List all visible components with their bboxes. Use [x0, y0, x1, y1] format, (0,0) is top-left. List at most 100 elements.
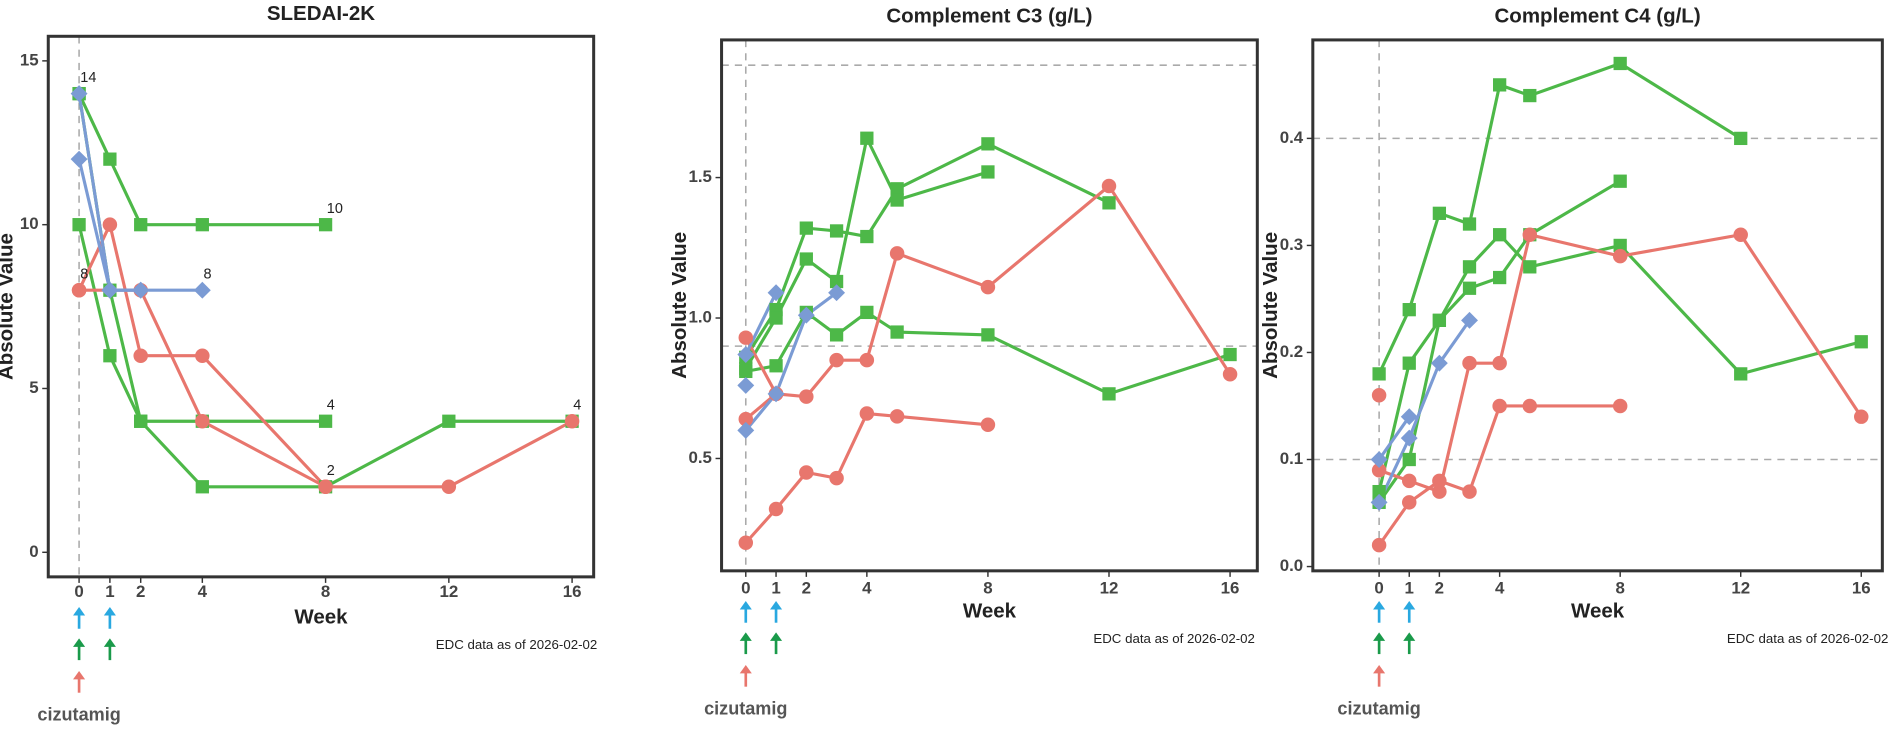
point — [1523, 260, 1537, 274]
data-label: 8 — [80, 266, 88, 282]
y-tick-label: 0.2 — [1280, 342, 1303, 361]
arrow-head — [770, 632, 783, 641]
series-line — [744, 291, 838, 432]
point — [829, 470, 844, 486]
dose-arrow — [770, 601, 783, 623]
point — [1612, 398, 1628, 414]
point — [799, 389, 814, 404]
point — [1733, 227, 1748, 242]
point — [134, 414, 148, 428]
series-line — [744, 411, 989, 544]
point — [799, 465, 814, 480]
data-label: 10 — [327, 201, 343, 217]
dose-arrow — [73, 670, 86, 693]
arrow-head — [73, 607, 86, 616]
point — [1613, 238, 1627, 253]
arrow-head — [739, 664, 752, 674]
point — [890, 193, 904, 207]
point — [1461, 311, 1478, 329]
point — [980, 417, 996, 433]
point — [1223, 347, 1237, 362]
point — [1370, 451, 1388, 468]
point — [72, 218, 86, 232]
y-tick-label: 0.5 — [688, 448, 711, 467]
dose-arrow — [103, 607, 116, 629]
point — [829, 352, 844, 368]
point — [1462, 355, 1477, 371]
point — [1402, 356, 1416, 370]
point — [70, 85, 88, 103]
point — [133, 348, 148, 363]
chart-title: SLEDAI-2K — [267, 2, 375, 25]
series-line — [1377, 319, 1471, 503]
dose-arrow — [770, 632, 783, 655]
dose-arrow — [73, 607, 86, 629]
x-axis-label: Week — [294, 605, 348, 628]
plot-frame — [720, 38, 1259, 573]
chart-title: Complement C4 (g/L) — [1495, 4, 1701, 27]
point — [193, 281, 211, 299]
x-tick-label: 2 — [136, 582, 145, 601]
panel: Complement C4 (g/L)0.00.10.20.30.40 1 2 4 8 1… — [1259, 4, 1888, 718]
y-tick-label: 0.0 — [1280, 556, 1303, 575]
point — [1430, 354, 1448, 372]
y-tick-label: 0 — [29, 542, 38, 561]
drug-label: cizutamig — [704, 698, 787, 718]
point — [1432, 484, 1447, 499]
point — [769, 359, 783, 373]
x-axis-label: Week — [963, 599, 1017, 622]
point — [1222, 366, 1238, 382]
panel: Complement C3 (g/L)0.51.01.50 1 2 4 8 12 16Wee… — [668, 4, 1259, 718]
data-label: 4 — [573, 397, 581, 413]
point — [889, 246, 905, 261]
point — [768, 501, 784, 517]
point — [102, 217, 118, 232]
point — [318, 479, 333, 495]
x-tick-label: 1 — [1405, 578, 1414, 597]
dose-arrow — [1373, 601, 1386, 623]
point — [1402, 452, 1416, 467]
point — [797, 306, 815, 324]
point — [860, 305, 874, 320]
point — [1493, 78, 1507, 92]
point — [829, 224, 844, 238]
point — [1102, 387, 1116, 401]
point — [1462, 260, 1477, 274]
x-tick-label: 8 — [983, 578, 992, 597]
point — [829, 274, 844, 289]
x-tick-label: 8 — [321, 582, 330, 601]
x-tick-label: 8 — [1615, 578, 1624, 597]
x-tick-label: 16 — [1852, 578, 1871, 597]
x-tick-label: 16 — [1221, 578, 1240, 597]
point — [134, 218, 148, 232]
y-tick-label: 0.3 — [1280, 235, 1303, 254]
dose-arrow — [739, 664, 752, 687]
point — [103, 349, 117, 363]
x-tick-label: 2 — [1435, 578, 1444, 597]
dose-arrow — [1373, 632, 1386, 655]
arrow-head — [73, 670, 86, 680]
dose-arrow — [1403, 601, 1416, 623]
point — [890, 325, 904, 339]
data-note: EDC data as of 2026-02-02 — [1727, 631, 1889, 646]
point — [1371, 388, 1387, 403]
point — [1432, 313, 1447, 327]
point — [769, 311, 783, 325]
data-note: EDC data as of 2026-02-02 — [1093, 631, 1255, 646]
dose-arrow — [739, 601, 752, 623]
series-line — [1378, 232, 1863, 494]
arrow-head — [770, 601, 783, 610]
dose-arrow — [1373, 664, 1386, 687]
y-tick-label: 0.4 — [1280, 128, 1304, 147]
point — [981, 137, 995, 151]
arrow-head — [1373, 601, 1386, 610]
point — [767, 284, 785, 302]
point — [441, 479, 457, 495]
data-label: 4 — [327, 397, 335, 413]
dose-arrow — [73, 638, 86, 661]
point — [737, 421, 755, 439]
x-tick-label: 2 — [802, 578, 811, 597]
point — [889, 409, 905, 424]
point — [859, 406, 875, 421]
